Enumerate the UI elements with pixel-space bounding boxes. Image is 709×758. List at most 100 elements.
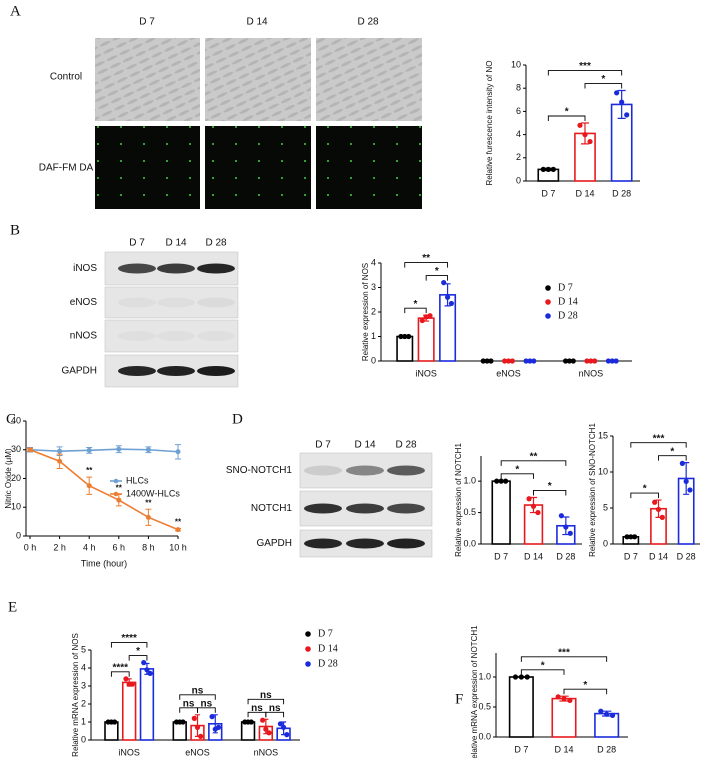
significance-bracket (520, 656, 608, 662)
significance-bracket (658, 455, 687, 461)
x-tick-label: D 28 (612, 188, 631, 198)
x-tick-label: nNOS (579, 368, 604, 378)
significance-label: * (601, 74, 605, 85)
y-tick-label: 4 (81, 662, 86, 672)
y-tick-label: 0.0 (463, 538, 476, 548)
legend-label: D 28 (318, 658, 338, 669)
data-point (194, 724, 201, 731)
significance-bracket (533, 490, 567, 496)
data-point (540, 166, 546, 172)
line-marker (175, 527, 181, 533)
legend-marker (305, 631, 311, 637)
x-tick-label: 10 h (169, 542, 187, 552)
data-point (592, 358, 598, 364)
blot-band (304, 465, 342, 476)
data-point (198, 733, 204, 740)
blot-band (197, 331, 235, 341)
line-marker (86, 447, 92, 453)
y-tick-label: 8 (516, 83, 521, 93)
significance-bracket (547, 70, 623, 76)
y-tick-label: 1 (81, 716, 86, 726)
data-point (111, 719, 118, 725)
x-tick-label: D 14 (649, 551, 668, 561)
data-point (609, 712, 616, 719)
x-tick-label: iNOS (118, 747, 140, 757)
data-point (448, 300, 455, 307)
row-label: nNOS (70, 331, 98, 342)
bar (491, 480, 511, 545)
data-point (652, 499, 658, 505)
data-point (266, 730, 272, 736)
significance-label: ns (192, 685, 204, 696)
data-point (191, 715, 197, 722)
data-point (535, 509, 541, 516)
legend-marker (305, 646, 311, 652)
significance-label: **** (121, 633, 137, 644)
x-tick-label: 0 h (24, 542, 37, 552)
line-marker (57, 448, 63, 454)
data-point (566, 358, 573, 364)
data-point (406, 333, 412, 340)
bar (139, 668, 155, 741)
data-point (562, 358, 569, 364)
data-point (494, 478, 500, 484)
significance-label: * (541, 660, 545, 671)
significance-bracket (265, 711, 285, 718)
significance-label: ** (145, 498, 152, 507)
data-point (524, 674, 530, 680)
y-tick-label: 0 (16, 530, 21, 540)
data-point (441, 280, 447, 286)
row-label: Control (50, 72, 82, 83)
line-marker (57, 458, 63, 464)
blot-strip (104, 286, 239, 319)
data-point (129, 681, 135, 687)
significance-label: * (548, 481, 552, 492)
row-label: NOTCH1 (251, 503, 293, 514)
significance-label: *** (579, 61, 591, 72)
y-tick-label: 0.0 (478, 731, 491, 741)
lane-label: D 28 (205, 238, 227, 249)
data-point (687, 487, 693, 493)
data-point (480, 358, 486, 364)
data-point (555, 694, 561, 700)
significance-bracket (247, 698, 285, 705)
significance-bracket (128, 655, 148, 661)
data-point (584, 358, 590, 364)
data-point (263, 726, 269, 732)
data-point (260, 717, 266, 723)
data-point (180, 719, 186, 725)
data-point (577, 122, 583, 128)
x-axis-label: Time (hour) (81, 558, 127, 568)
data-point (609, 358, 615, 364)
line-marker (116, 446, 122, 452)
significance-label: * (515, 464, 519, 475)
data-point (679, 460, 685, 466)
y-axis-label: Nitric Oxide (μM) (4, 448, 13, 509)
data-point (518, 674, 524, 680)
line (29, 449, 179, 531)
significance-bracket (197, 707, 216, 713)
y-tick-label: 6 (516, 106, 521, 116)
y-tick-label: 4 (371, 257, 376, 267)
significance-bracket (110, 671, 130, 677)
y-tick-label: 0 (371, 355, 376, 365)
legend-marker (305, 661, 311, 667)
x-tick-label: 8 h (142, 542, 155, 552)
data-point (484, 358, 490, 364)
panel-label: F (455, 691, 463, 707)
x-tick-label: D 14 (575, 188, 594, 198)
data-point (558, 513, 564, 519)
panel-label: C (6, 411, 16, 427)
legend-label: D 14 (318, 643, 338, 654)
y-tick-label: 0.5 (478, 701, 491, 711)
row-label: iNOS (73, 263, 97, 274)
data-point (550, 166, 556, 172)
significance-bracket (520, 669, 565, 675)
significance-label: * (670, 446, 674, 457)
significance-bracket (404, 262, 449, 268)
data-point (570, 358, 576, 364)
lane-label: D 14 (165, 238, 187, 249)
significance-bracket (500, 473, 534, 479)
significance-label: * (414, 299, 418, 310)
